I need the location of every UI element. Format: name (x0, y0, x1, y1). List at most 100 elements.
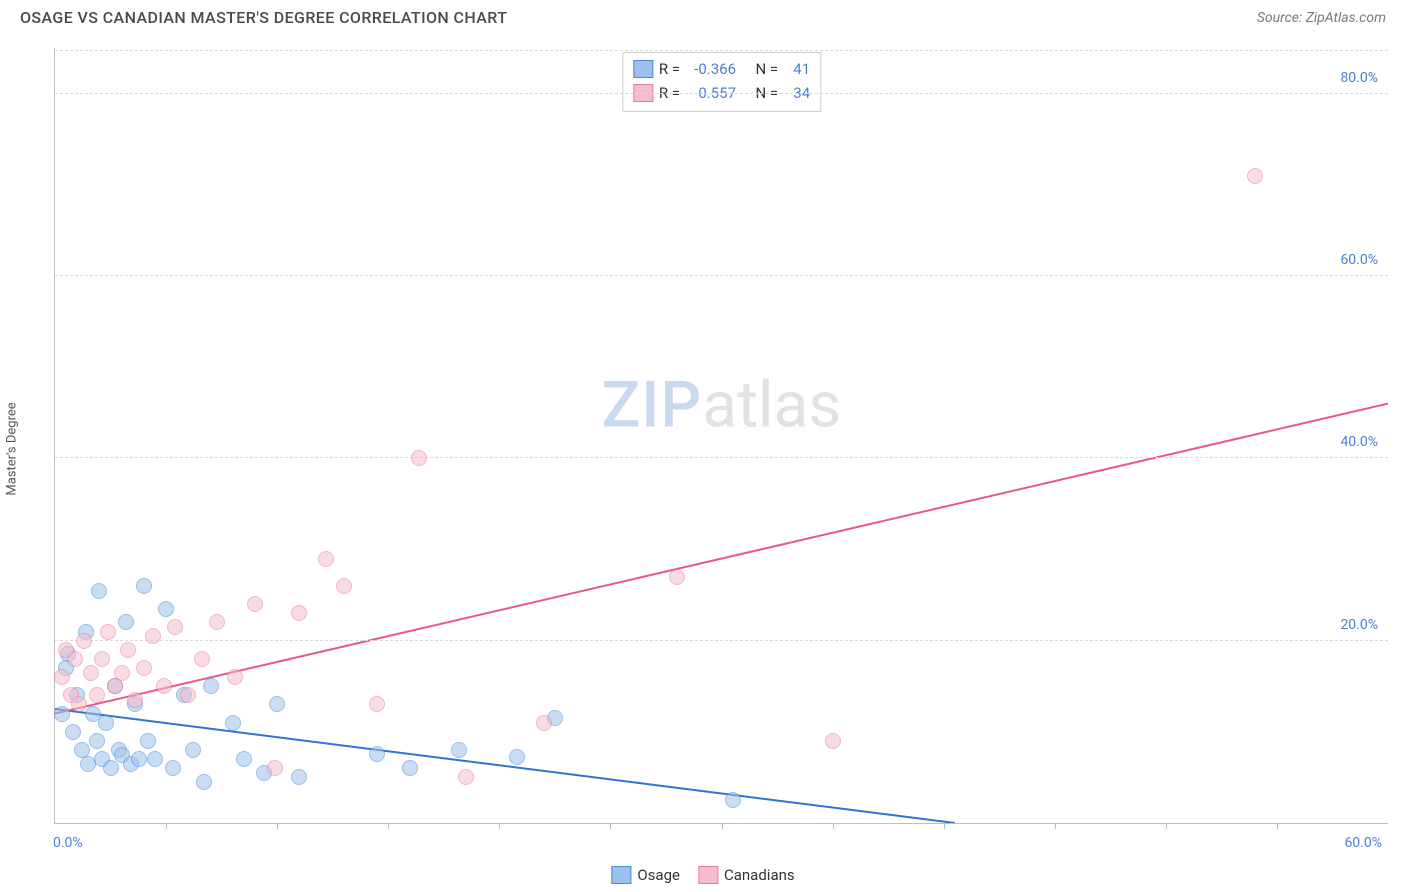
data-point (509, 749, 525, 765)
data-point (158, 601, 174, 617)
data-point (83, 665, 99, 681)
legend-swatch (698, 866, 718, 884)
data-point (145, 628, 161, 644)
data-point (156, 678, 172, 694)
data-point (76, 633, 92, 649)
data-point (67, 651, 83, 667)
gridline (55, 275, 1388, 276)
data-point (269, 696, 285, 712)
data-point (227, 669, 243, 685)
x-tick (944, 823, 945, 829)
data-point (89, 687, 105, 703)
x-tick (388, 823, 389, 829)
data-point (54, 706, 70, 722)
data-point (411, 450, 427, 466)
trend-line (55, 709, 955, 823)
data-point (140, 733, 156, 749)
x-tick (166, 823, 167, 829)
r-value: -0.366 (686, 57, 736, 81)
legend-label: Canadians (724, 866, 795, 884)
data-point (225, 715, 241, 731)
legend-swatch (633, 60, 653, 78)
gridline (55, 93, 1388, 94)
legend-label: Osage (637, 866, 680, 884)
series-legend: Osage Canadians (611, 866, 794, 884)
data-point (136, 660, 152, 676)
data-point (669, 569, 685, 585)
n-label: N = (756, 57, 779, 81)
trend-lines (55, 48, 1388, 823)
data-point (336, 578, 352, 594)
x-min-label: 0.0% (53, 835, 83, 851)
data-point (291, 605, 307, 621)
y-tick-label: 20.0% (1340, 617, 1378, 633)
data-point (318, 551, 334, 567)
data-point (369, 696, 385, 712)
x-tick (833, 823, 834, 829)
data-point (291, 769, 307, 785)
data-point (103, 760, 119, 776)
stat-row: R = -0.366 N =41 (633, 57, 810, 81)
x-tick (1055, 823, 1056, 829)
data-point (236, 751, 252, 767)
y-tick-label: 40.0% (1340, 434, 1378, 450)
chart-container: Master's Degree ZIPatlas R =-0.366 N =41… (18, 48, 1388, 850)
data-point (267, 760, 283, 776)
watermark: ZIPatlas (602, 367, 842, 442)
data-point (247, 596, 263, 612)
x-tick (722, 823, 723, 829)
data-point (165, 760, 181, 776)
data-point (1247, 168, 1263, 184)
data-point (196, 774, 212, 790)
data-point (94, 651, 110, 667)
n-value: 41 (784, 57, 810, 81)
gridline (55, 640, 1388, 641)
gridline (55, 457, 1388, 458)
data-point (107, 678, 123, 694)
watermark-atlas: atlas (702, 367, 841, 442)
stats-legend: R =-0.366 N =41R =0.557 N =34 (622, 52, 821, 112)
data-point (536, 715, 552, 731)
data-point (147, 751, 163, 767)
data-point (136, 578, 152, 594)
data-point (71, 696, 87, 712)
data-point (98, 715, 114, 731)
data-point (825, 733, 841, 749)
legend-item: Canadians (698, 866, 795, 884)
data-point (402, 760, 418, 776)
data-point (91, 583, 107, 599)
x-tick (277, 823, 278, 829)
source-label: Source: ZipAtlas.com (1257, 10, 1386, 26)
chart-title: OSAGE VS CANADIAN MASTER'S DEGREE CORREL… (20, 8, 507, 27)
gridline (55, 50, 1388, 51)
data-point (118, 614, 134, 630)
legend-swatch (611, 866, 631, 884)
data-point (167, 619, 183, 635)
x-tick (499, 823, 500, 829)
y-axis-label: Master's Degree (5, 402, 20, 495)
trend-line (55, 404, 1388, 714)
data-point (369, 746, 385, 762)
data-point (185, 742, 201, 758)
x-tick (1277, 823, 1278, 829)
data-point (127, 692, 143, 708)
data-point (451, 742, 467, 758)
plot-area: ZIPatlas R =-0.366 N =41R =0.557 N =34 2… (54, 48, 1388, 824)
data-point (114, 665, 130, 681)
data-point (100, 624, 116, 640)
data-point (131, 751, 147, 767)
data-point (458, 769, 474, 785)
watermark-zip: ZIP (602, 367, 703, 442)
r-label: R = (659, 57, 680, 81)
data-point (65, 724, 81, 740)
x-tick (1166, 823, 1167, 829)
data-point (725, 792, 741, 808)
data-point (180, 687, 196, 703)
x-tick (610, 823, 611, 829)
data-point (89, 733, 105, 749)
data-point (120, 642, 136, 658)
y-tick-label: 60.0% (1340, 252, 1378, 268)
y-tick-label: 80.0% (1340, 70, 1378, 86)
data-point (54, 669, 70, 685)
legend-item: Osage (611, 866, 680, 884)
